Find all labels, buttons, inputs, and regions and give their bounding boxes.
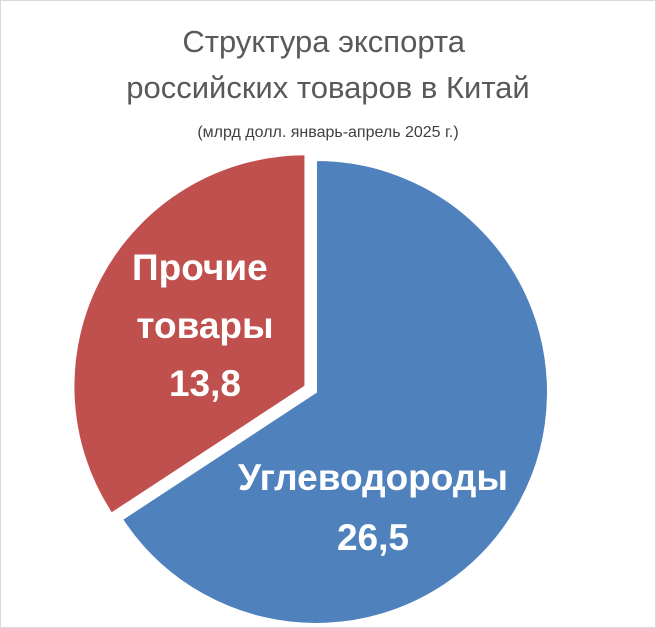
slice-category-label: Углеводороды: [238, 457, 508, 498]
chart-subtitle: (млрд долл. январь-апрель 2025 г.): [197, 124, 458, 141]
slice-category-label: Прочие товары: [132, 247, 278, 346]
chart-title: Структура экспорта российских товаров в …: [126, 24, 529, 105]
slice-value-label: 26,5: [337, 517, 409, 558]
pie-slice: [72, 153, 307, 515]
slice-value-label: 13,8: [169, 363, 241, 404]
pie-slice: [120, 158, 549, 625]
pie: [72, 153, 549, 625]
